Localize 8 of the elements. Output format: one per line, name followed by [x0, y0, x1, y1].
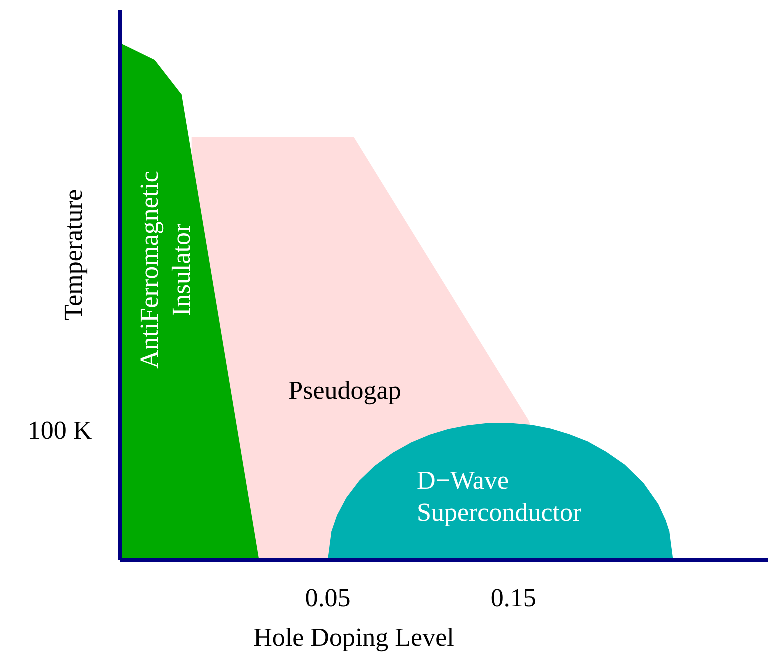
series-label: Pseudogap — [288, 376, 402, 405]
series-label: D−Wave Superconductor — [417, 466, 582, 527]
y-axis-title: Temperature — [59, 190, 88, 320]
x-tick-label: 0.05 — [305, 583, 351, 612]
text: 100 K — [28, 416, 92, 445]
series-label: AntiFerromagnetic Insulator — [135, 171, 196, 369]
x-axis-title: Hole Doping Level — [254, 623, 454, 652]
x-tick-label: 0.15 — [490, 583, 536, 612]
